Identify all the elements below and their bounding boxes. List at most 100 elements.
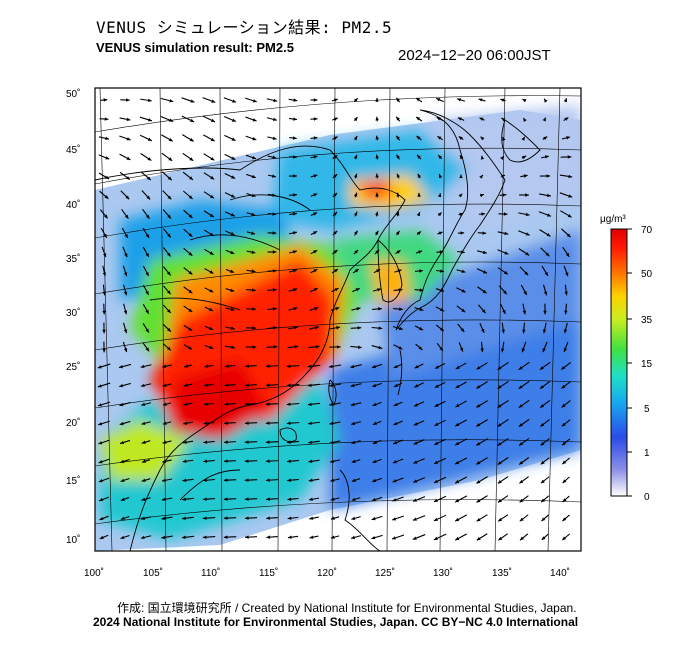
wind-arrow: [330, 307, 340, 311]
wind-arrow: [266, 326, 278, 330]
wind-arrow: [413, 401, 425, 407]
wind-arrow: [288, 307, 298, 311]
wind-arrow: [224, 192, 236, 198]
wind-arrow: [454, 457, 468, 465]
coastlines: [95, 109, 541, 551]
wind-arrow: [162, 209, 172, 219]
wind-arrow: [288, 250, 298, 254]
wind-arrow: [160, 97, 174, 103]
wind-arrow: [543, 303, 547, 315]
wind-arrow: [120, 98, 130, 102]
lon-tick: 105˚: [143, 567, 163, 579]
wind-arrow: [497, 514, 509, 522]
wind-arrow: [413, 420, 425, 426]
wind-arrow: [119, 153, 131, 161]
wind-arrow: [102, 322, 106, 334]
wind-arrow: [454, 438, 468, 446]
wind-arrow: [183, 383, 193, 387]
wind-arrow: [539, 380, 551, 390]
wind-arrow: [540, 495, 550, 503]
wind-arrow: [351, 440, 361, 444]
colorbar-unit: μg/m³: [600, 214, 626, 225]
wind-arrow: [181, 115, 195, 123]
wind-arrow: [540, 476, 550, 484]
wind-arrow: [225, 268, 235, 274]
wind-arrow: [497, 231, 509, 236]
wind-arrow: [286, 402, 300, 406]
wind-arrow: [307, 364, 321, 369]
wind-arrow: [560, 210, 572, 218]
wind-arrow: [289, 155, 297, 159]
wind-arrow: [223, 535, 237, 539]
wind-arrow: [329, 326, 341, 330]
wind-arrow: [181, 97, 195, 103]
wind-arrow: [412, 496, 426, 502]
wind-arrow: [437, 231, 443, 235]
wind-arrow: [414, 307, 424, 311]
wind-arrow: [477, 286, 487, 294]
wind-arrow: [329, 402, 341, 407]
wind-arrow: [501, 322, 505, 334]
wind-arrow: [330, 516, 340, 520]
wind-arrow: [245, 116, 257, 122]
wind-arrow: [563, 98, 568, 103]
wind-arrow: [142, 265, 150, 277]
wind-arrow: [286, 383, 300, 387]
wind-arrow: [119, 171, 131, 181]
wind-arrow: [392, 439, 404, 445]
wind-arrow: [437, 212, 442, 217]
wind-arrow: [375, 173, 379, 179]
wind-arrow: [414, 325, 424, 331]
wind-arrow: [182, 171, 194, 181]
wind-arrow: [288, 98, 298, 102]
wind-arrow: [267, 155, 277, 159]
wind-arrow: [223, 516, 237, 520]
wind-arrow: [393, 344, 403, 350]
wind-arrow: [351, 307, 361, 311]
wind-arrow: [540, 457, 550, 465]
wind-arrow: [287, 516, 299, 520]
wind-arrow: [162, 364, 172, 368]
wind-arrow: [353, 249, 359, 255]
wind-arrow: [375, 135, 379, 141]
wind-arrow: [371, 534, 383, 540]
wind-arrow: [497, 380, 509, 390]
wind-arrow: [224, 440, 236, 444]
wind-arrow: [502, 136, 506, 141]
wind-arrow: [540, 438, 550, 446]
wind-arrow: [140, 535, 152, 540]
wind-arrow: [265, 402, 279, 406]
wind-arrow: [98, 439, 110, 445]
wind-arrow: [518, 230, 530, 236]
wind-arrow: [246, 288, 256, 292]
wind-arrow: [541, 514, 549, 522]
wind-arrow: [562, 476, 570, 484]
wind-arrow: [142, 284, 150, 296]
wind-arrow: [350, 383, 362, 388]
wind-arrow: [395, 135, 401, 141]
colorbar-tick: 0: [644, 492, 650, 503]
wind-arrow: [308, 345, 320, 349]
wind-arrow: [123, 322, 128, 334]
wind-arrow: [266, 345, 278, 349]
wind-arrow: [244, 402, 258, 406]
wind-arrow: [330, 497, 340, 501]
wind-arrow: [563, 265, 569, 277]
wind-arrow: [266, 98, 278, 103]
wind-arrow: [160, 116, 174, 122]
wind-arrow: [476, 400, 488, 408]
wind-arrow: [561, 400, 571, 408]
lon-tick: 140˚: [550, 567, 570, 579]
wind-arrow: [476, 476, 488, 484]
wind-arrow: [142, 227, 150, 239]
wind-arrow: [391, 534, 405, 540]
wind-arrow: [518, 212, 530, 217]
wind-arrow: [119, 382, 131, 388]
wind-arrow: [267, 288, 277, 292]
wind-arrow: [478, 212, 486, 216]
wind-arrow: [182, 478, 194, 482]
wind-arrow: [202, 115, 216, 123]
wind-arrow: [203, 421, 215, 425]
wind-arrow: [372, 288, 382, 292]
wind-arrow: [332, 173, 338, 179]
